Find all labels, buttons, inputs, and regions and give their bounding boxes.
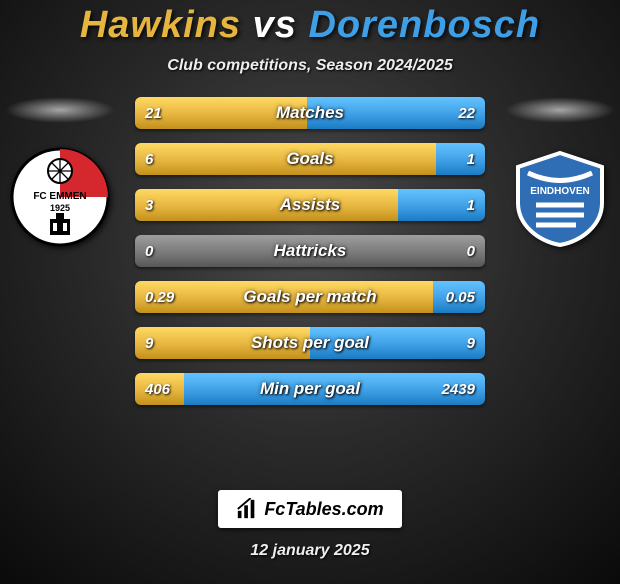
stat-row: Matches2122 bbox=[135, 97, 485, 129]
stat-bar-left bbox=[135, 235, 310, 267]
stat-bar-right bbox=[310, 327, 485, 359]
stat-row: Min per goal4062439 bbox=[135, 373, 485, 405]
chart-icon bbox=[236, 498, 258, 520]
stat-bar-left bbox=[135, 143, 436, 175]
stat-bar-left bbox=[135, 327, 310, 359]
svg-text:FC EMMEN: FC EMMEN bbox=[33, 191, 86, 202]
svg-text:1925: 1925 bbox=[50, 203, 70, 213]
fc-eindhoven-crest-icon: EINDHOVEN bbox=[510, 147, 610, 247]
title-player2: Dorenbosch bbox=[308, 4, 540, 46]
stat-bar-left bbox=[135, 373, 184, 405]
stat-row: Goals per match0.290.05 bbox=[135, 281, 485, 313]
stat-bar-right bbox=[310, 235, 485, 267]
stat-row: Assists31 bbox=[135, 189, 485, 221]
stat-bar-right bbox=[398, 189, 486, 221]
stat-bar-right bbox=[307, 97, 486, 129]
page-title: Hawkins vs Dorenbosch bbox=[0, 4, 620, 47]
fc-emmen-crest-icon: FC EMMEN 1925 bbox=[10, 147, 110, 247]
title-player1: Hawkins bbox=[80, 4, 241, 46]
brand-text: FcTables.com bbox=[264, 499, 383, 520]
stat-bar-left bbox=[135, 97, 307, 129]
stat-bar-right bbox=[433, 281, 486, 313]
stat-row: Shots per goal99 bbox=[135, 327, 485, 359]
stat-row: Goals61 bbox=[135, 143, 485, 175]
stat-row: Hattricks00 bbox=[135, 235, 485, 267]
stat-bars: Matches2122 Goals61 Assists31 Hattricks00 Go… bbox=[135, 97, 485, 419]
stat-bar-left bbox=[135, 281, 433, 313]
brand-badge: FcTables.com bbox=[218, 490, 401, 528]
stat-bar-left bbox=[135, 189, 398, 221]
svg-text:EINDHOVEN: EINDHOVEN bbox=[530, 186, 589, 197]
date-text: 12 january 2025 bbox=[0, 542, 620, 560]
subtitle: Club competitions, Season 2024/2025 bbox=[0, 57, 620, 75]
footer: FcTables.com bbox=[0, 490, 620, 528]
comparison-stage: FC EMMEN 1925 EINDHOVEN Matches2122 Goals… bbox=[0, 97, 620, 427]
player1-shadow bbox=[5, 97, 115, 123]
title-vs: vs bbox=[253, 4, 297, 46]
stat-bar-right bbox=[436, 143, 485, 175]
player2-shadow bbox=[505, 97, 615, 123]
stat-bar-right bbox=[184, 373, 485, 405]
